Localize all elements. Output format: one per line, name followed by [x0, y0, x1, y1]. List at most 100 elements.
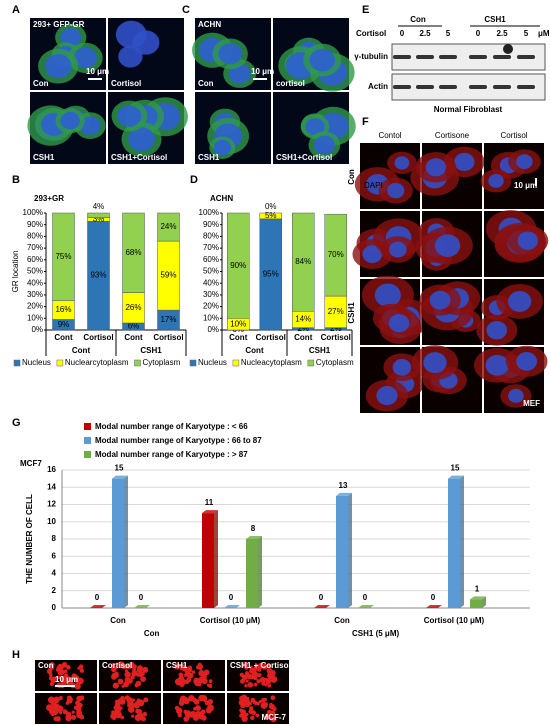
bar: [202, 513, 214, 608]
bar-top: [90, 605, 106, 608]
chromosome: [208, 683, 213, 689]
chromosome: [57, 668, 65, 676]
micrograph: [273, 18, 355, 92]
nucleus: [389, 241, 407, 258]
nucleus: [128, 127, 155, 152]
y-tick-label: 40%: [203, 278, 219, 287]
nucleus: [387, 182, 405, 199]
label: 0: [476, 29, 481, 38]
chromosome: [185, 715, 190, 720]
label: MCF7: [20, 459, 42, 468]
chromosome: [188, 694, 195, 702]
nucleus: [516, 154, 533, 169]
band: [393, 55, 411, 59]
bar-top: [202, 510, 218, 514]
chromosome: [245, 679, 249, 683]
y-tick-label: 50%: [203, 267, 219, 276]
chromosome: [50, 711, 56, 717]
micrograph: [352, 211, 425, 277]
data-label: 8: [251, 524, 256, 533]
legend-label: Nuclearcytoplasm: [65, 358, 129, 367]
data-label: 4%: [93, 202, 105, 211]
micrograph: [192, 18, 271, 90]
chromosome: [53, 705, 61, 713]
bar-segment: [227, 212, 250, 319]
chromosome: [195, 705, 201, 712]
y-tick-label: 30%: [203, 290, 219, 299]
bar-side: [258, 536, 262, 608]
y-tick-label: 100%: [199, 208, 219, 217]
label: Normal Fibroblast: [434, 105, 503, 114]
label: Cortisol (10 μM): [200, 616, 261, 625]
nucleus: [309, 48, 335, 72]
label: Cortisol (10 μM): [424, 616, 485, 625]
label: Cortisol: [83, 333, 113, 342]
chromosome: [69, 697, 73, 701]
chromosome: [71, 673, 78, 681]
nucleus: [485, 354, 509, 376]
label: ACHN: [210, 194, 233, 203]
legend-swatch: [232, 359, 240, 367]
y-tick-label: 14: [47, 482, 56, 491]
nucleus: [60, 111, 80, 130]
chromosome: [46, 704, 53, 711]
y-tick-label: 8: [52, 534, 57, 543]
nucleus: [394, 156, 410, 170]
chromosome: [208, 679, 213, 684]
label: Con: [334, 616, 350, 625]
bar-top: [336, 492, 352, 496]
label: 2.5: [419, 29, 431, 38]
y-tick-label: 70%: [203, 243, 219, 252]
band: [439, 55, 457, 59]
band: [493, 85, 511, 89]
chromosome: [65, 711, 72, 718]
y-tick-label: 6: [52, 551, 57, 560]
y-tick-label: 2: [52, 586, 57, 595]
chromosome: [59, 711, 63, 715]
chromosome: [78, 664, 84, 669]
chromosome: [240, 694, 248, 702]
nucleus: [374, 283, 401, 307]
label: Con: [410, 15, 426, 24]
label: μM: [538, 29, 550, 38]
label: CSH1: [166, 661, 188, 670]
chromosome: [63, 669, 68, 674]
chromosome: [136, 665, 144, 672]
nucleus: [423, 352, 447, 374]
nucleus: [79, 116, 101, 135]
data-label: 0: [431, 593, 436, 602]
y-tick-label: 10%: [203, 313, 219, 322]
legend-swatch: [84, 451, 91, 458]
label: 2.5: [496, 29, 508, 38]
chromosome: [258, 700, 262, 704]
bar-side: [214, 510, 218, 608]
chromosome: [250, 667, 257, 673]
chromosome: [253, 682, 258, 687]
legend-label: Nucleus: [22, 358, 51, 367]
chromosome: [143, 697, 149, 703]
chromosome: [267, 683, 272, 688]
chromosome: [252, 700, 258, 705]
y-tick-label: 10%: [27, 313, 43, 322]
label: Con: [110, 616, 126, 625]
data-label: 11: [205, 498, 214, 507]
band: [469, 85, 487, 89]
y-tick-label: 60%: [27, 255, 43, 264]
y-tick-label: 90%: [27, 220, 43, 229]
label: CSH1: [33, 153, 55, 162]
bar-side: [460, 475, 464, 608]
nucleus: [60, 28, 82, 47]
bar: [112, 478, 124, 608]
chromosome: [50, 676, 57, 683]
nucleus: [429, 290, 451, 310]
chromosome: [76, 695, 83, 702]
micrograph: [484, 210, 549, 277]
label: Con: [33, 79, 49, 88]
label: CSH1: [484, 15, 506, 24]
bar-top: [358, 605, 374, 608]
chromosome: [241, 715, 248, 722]
chromosome: [75, 700, 81, 706]
chromosome: [269, 670, 276, 677]
nucleus: [117, 105, 142, 127]
chromosome: [263, 697, 267, 702]
